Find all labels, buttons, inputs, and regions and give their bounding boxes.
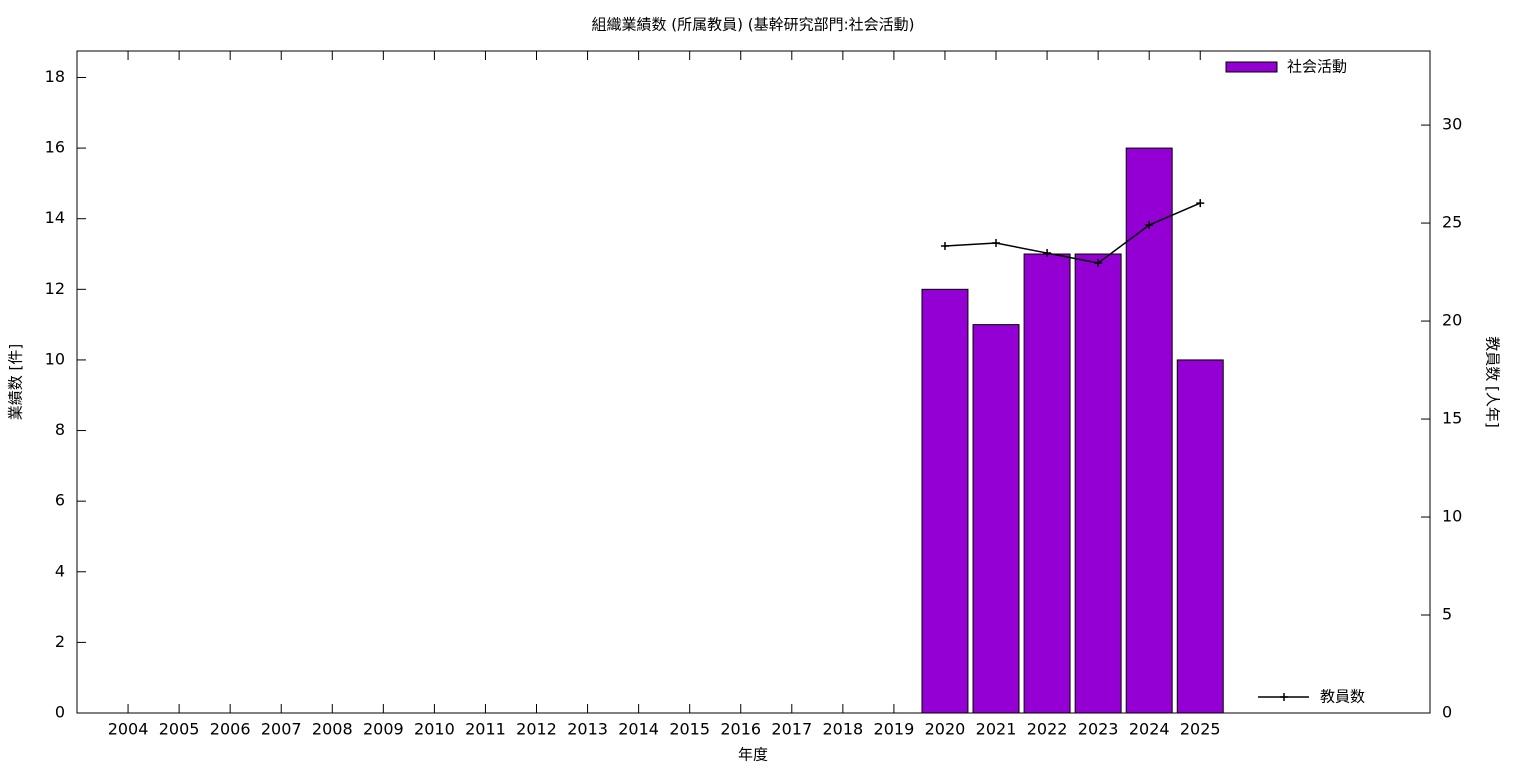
y2-tick-label: 10 xyxy=(1442,507,1462,526)
x-tick-label: 2017 xyxy=(771,720,812,739)
x-tick-label: 2004 xyxy=(108,720,149,739)
bar xyxy=(1023,253,1071,714)
x-tick-label: 2008 xyxy=(312,720,353,739)
y-tick-label: 14 xyxy=(45,208,65,227)
x-tick-label: 2015 xyxy=(669,720,710,739)
x-tick-label: 2006 xyxy=(210,720,251,739)
x-tick-label: 2009 xyxy=(363,720,404,739)
bar xyxy=(1176,359,1224,714)
y2-tick-label: 15 xyxy=(1442,409,1462,428)
y-tick-label: 18 xyxy=(45,67,65,86)
y-tick-label: 12 xyxy=(45,279,65,298)
bar xyxy=(1074,253,1122,714)
y2-tick-label: 30 xyxy=(1442,115,1462,134)
y2-axis-label: 教員数 [人年] xyxy=(1484,336,1502,427)
x-tick-label: 2010 xyxy=(414,720,455,739)
x-tick-label: 2011 xyxy=(465,720,506,739)
x-tick-label: 2018 xyxy=(822,720,863,739)
x-tick-label: 2021 xyxy=(976,720,1017,739)
point xyxy=(940,241,949,250)
x-tick-label: 2005 xyxy=(159,720,200,739)
x-tick-label: 2016 xyxy=(720,720,761,739)
y-axis-label: 業績数 [件] xyxy=(7,344,25,420)
legend-label: 教員数 xyxy=(1320,688,1365,706)
x-tick-label: 2012 xyxy=(516,720,557,739)
y-tick-label: 16 xyxy=(45,138,65,157)
point xyxy=(1043,249,1052,258)
x-tick-label: 2013 xyxy=(567,720,608,739)
plot-frame xyxy=(76,50,1431,714)
legend-swatch xyxy=(1225,61,1278,73)
legend-label: 社会活動 xyxy=(1287,58,1347,76)
bar xyxy=(921,288,969,714)
y2-tick-label: 0 xyxy=(1442,703,1452,722)
y-tick-label: 8 xyxy=(55,420,65,439)
y-tick-label: 2 xyxy=(55,632,65,651)
point xyxy=(992,239,1001,248)
x-axis-label: 年度 xyxy=(738,746,768,764)
x-tick-label: 2022 xyxy=(1027,720,1068,739)
x-tick-label: 2023 xyxy=(1078,720,1119,739)
bar xyxy=(972,324,1020,714)
y2-tick-label: 5 xyxy=(1442,605,1452,624)
chart-title: 組織業績数 (所属教員) (基幹研究部門:社会活動) xyxy=(591,16,914,34)
y-tick-label: 10 xyxy=(45,349,65,368)
x-tick-label: 2025 xyxy=(1180,720,1221,739)
x-tick-label: 2024 xyxy=(1129,720,1170,739)
x-tick-label: 2019 xyxy=(874,720,915,739)
y-tick-label: 6 xyxy=(55,491,65,510)
point xyxy=(1094,259,1103,268)
legend-point xyxy=(1280,693,1288,701)
line xyxy=(944,202,1201,264)
bar xyxy=(1125,147,1173,714)
x-tick-label: 2014 xyxy=(618,720,659,739)
y-tick-label: 4 xyxy=(55,561,65,580)
y2-tick-label: 25 xyxy=(1442,213,1462,232)
point xyxy=(1196,199,1205,208)
y2-tick-label: 20 xyxy=(1442,311,1462,330)
x-tick-label: 2007 xyxy=(261,720,302,739)
x-tick-label: 2020 xyxy=(925,720,966,739)
y-tick-label: 0 xyxy=(55,703,65,722)
point xyxy=(1145,221,1154,230)
